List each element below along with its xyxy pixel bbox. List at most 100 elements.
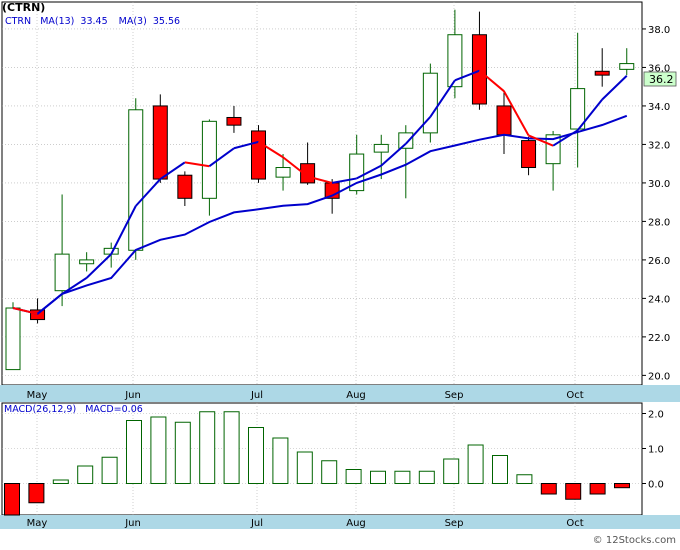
price-badge: 36.2 [643,71,677,87]
svg-text:MACD(26,12,9) MACD=0.06: MACD(26,12,9) MACD=0.06 [4,404,143,415]
macd-bar [52,479,69,484]
watermark: © 12Stocks.com [593,535,676,546]
ma3-segment [356,164,382,180]
y-tick-label: 38.0 [648,25,670,36]
candle-body [496,105,512,136]
candle [570,32,586,168]
candle [545,130,561,191]
ma3-segment [405,116,432,145]
candle [521,136,537,176]
candle-body [201,120,217,199]
x-tick-label: Jun [124,390,141,401]
ma3-segment [135,178,162,207]
x-tick-label-macd: Jul [250,518,263,529]
candle-body [373,143,389,153]
candle [226,105,242,133]
candle-body [398,132,414,149]
macd-bar [77,465,94,484]
ma3-segment [184,161,210,168]
macd-params-label: MACD(26,12,9) [4,404,76,415]
x-tick-label-macd: Sep [445,518,464,529]
candle-body [152,105,168,180]
ma3-segment [36,293,63,315]
y-tick-label: 32.0 [648,140,670,151]
candle [275,154,291,191]
x-tick-label: Oct [566,390,583,401]
y-tick-label: 30.0 [648,179,670,190]
candle [447,9,463,99]
ma3-segment [331,177,357,184]
x-axis-band-top [0,385,680,402]
ma3-segment [429,79,456,118]
ma3-segment [233,140,259,150]
candle [373,134,389,180]
ma3-segment [110,205,137,255]
x-tick-label: Jul [250,390,263,401]
candle-body [54,253,70,292]
ma3-segment [576,98,603,131]
macd-bar [467,444,484,484]
x-tick-label-macd: Jun [124,518,141,529]
candle-body [594,70,610,76]
macd-bar [516,474,533,484]
candle-body [79,259,95,265]
candle-body [128,109,144,251]
macd-bar [540,483,557,495]
macd-bar [248,427,264,484]
ma3-segment [380,143,407,167]
ma3-segment [601,75,628,101]
ma3-segment [85,253,112,279]
legend-ma3-label: MA(3) [119,16,147,27]
x-tick-label-macd: Aug [346,518,366,529]
macd-bar [614,483,630,489]
macd-bar [272,437,289,484]
macd-bar [418,470,435,484]
candle [422,63,438,143]
candle-body [521,140,537,169]
ma3-segment [208,147,235,168]
macd-y-tick-label: 0.0 [648,480,664,491]
candle-body [5,307,21,371]
ma13-line [12,114,628,315]
candle-body [545,134,561,165]
ma3-segment [454,69,480,82]
ma3-segment [552,129,579,147]
macd-y-tick-label: 2.0 [648,410,664,421]
ma3-segment [282,156,309,178]
macd-bar [443,458,460,484]
price-panel [1,1,643,386]
x-tick-label: May [27,390,48,401]
legend-ma13-value: 33.45 [80,16,107,27]
y-tick-label: 28.0 [648,217,670,228]
candle [79,252,95,272]
candle [251,125,266,183]
legend-ma3-value: 35.56 [153,16,180,27]
x-tick-label: Aug [346,390,366,401]
candle [398,125,414,199]
ma3-segment [528,134,554,147]
ma3-segment [257,141,284,159]
svg-text:CTRN MA(13) 33.45: CTRN MA(13) 33.45 MA(3) 35.56 [5,16,180,27]
y-tick-label: 34.0 [648,102,670,113]
y-tick-label: 24.0 [648,294,670,305]
y-tick-label: 36.0 [648,63,670,74]
candle-body [619,63,635,70]
macd-bar [589,483,606,495]
macd-bar [370,470,386,484]
candle-body [251,130,266,180]
macd-y-tick-label: 1.0 [648,445,664,456]
macd-bar [101,456,118,484]
macd-bar [126,420,142,484]
macd-value-label: MACD=0.06 [85,404,143,415]
macd-bar [565,483,582,500]
macd-bar [394,470,411,484]
candle [471,11,487,110]
macd-bar [199,411,216,484]
macd-panel [1,402,643,516]
candle [152,94,168,183]
candle-body [422,72,438,134]
legend-symbol: CTRN [5,16,31,27]
y-tick-label: 22.0 [648,333,670,344]
legend-ma13-label: MA(13) [40,16,74,27]
